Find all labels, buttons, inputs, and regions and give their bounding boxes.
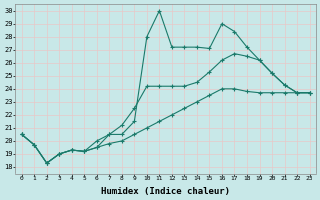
X-axis label: Humidex (Indice chaleur): Humidex (Indice chaleur) [101, 187, 230, 196]
